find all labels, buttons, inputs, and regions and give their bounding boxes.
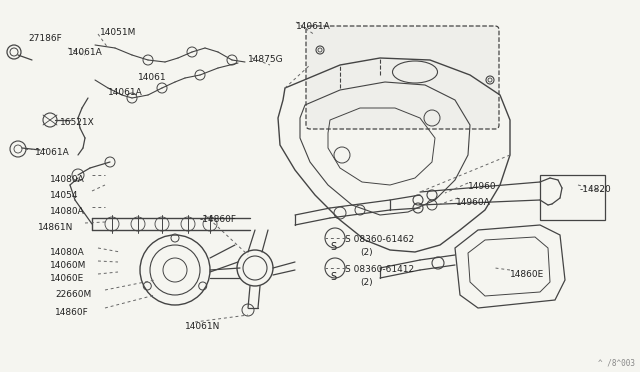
Text: 27186F: 27186F: [28, 34, 61, 43]
FancyBboxPatch shape: [306, 26, 499, 129]
Text: ^ /8^003: ^ /8^003: [598, 358, 635, 367]
Text: -14860F: -14860F: [200, 215, 237, 224]
Text: 14860F: 14860F: [55, 308, 89, 317]
Text: 14060M: 14060M: [50, 261, 86, 270]
Text: (2): (2): [360, 248, 372, 257]
Text: 14061A: 14061A: [296, 22, 331, 31]
Text: 16521X: 16521X: [60, 118, 95, 127]
Text: -14820: -14820: [580, 185, 612, 194]
Text: 14061: 14061: [138, 73, 166, 82]
Text: S 08360-61412: S 08360-61412: [345, 265, 414, 274]
Text: S 08360-61462: S 08360-61462: [345, 235, 414, 244]
Text: 14080A: 14080A: [50, 207, 84, 216]
Text: 14960: 14960: [468, 182, 497, 191]
Text: 14061A: 14061A: [108, 88, 143, 97]
Text: 14960A: 14960A: [456, 198, 491, 207]
Text: 14861N: 14861N: [38, 223, 74, 232]
Text: 14860E: 14860E: [510, 270, 544, 279]
Text: 22660M: 22660M: [55, 290, 92, 299]
Text: 14061N: 14061N: [185, 322, 220, 331]
Text: 14061A: 14061A: [68, 48, 103, 57]
Text: 14875G: 14875G: [248, 55, 284, 64]
Text: 14060E: 14060E: [50, 274, 84, 283]
Text: 14061A: 14061A: [35, 148, 70, 157]
Text: 14080A: 14080A: [50, 248, 84, 257]
Text: S: S: [330, 272, 336, 282]
Text: 14054: 14054: [50, 191, 79, 200]
Text: S: S: [330, 242, 336, 252]
Text: 14051M: 14051M: [100, 28, 136, 37]
Text: 14080A: 14080A: [50, 175, 84, 184]
Text: (2): (2): [360, 278, 372, 287]
